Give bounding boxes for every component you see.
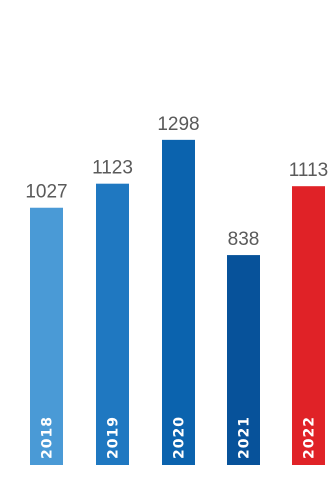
bar-2020	[162, 139, 195, 465]
value-label-2020: 1298	[157, 114, 199, 135]
category-label-2021: 2021	[237, 416, 253, 459]
value-label-2022: 1113	[289, 160, 328, 181]
bar-2019	[96, 183, 129, 465]
category-label-2022: 2022	[302, 416, 318, 459]
category-label-2018: 2018	[40, 416, 56, 459]
value-label-2021: 838	[228, 229, 260, 250]
category-label-2019: 2019	[106, 416, 122, 459]
value-label-2019: 1123	[92, 158, 133, 179]
bar-2021	[227, 255, 260, 465]
bar-2018	[30, 207, 63, 465]
bar-2022	[292, 186, 325, 466]
value-label-2018: 1027	[25, 182, 67, 203]
category-label-2020: 2020	[172, 416, 188, 459]
